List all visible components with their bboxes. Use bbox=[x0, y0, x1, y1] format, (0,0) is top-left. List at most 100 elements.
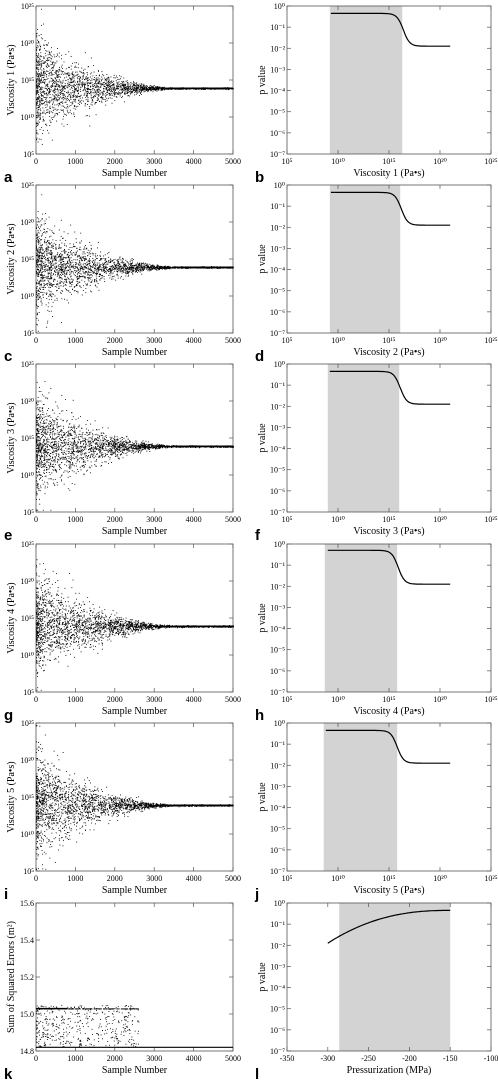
sample-point bbox=[84, 276, 85, 278]
sample-point bbox=[224, 87, 226, 88]
sample-point bbox=[102, 74, 104, 76]
sample-point bbox=[64, 281, 66, 283]
sample-point bbox=[81, 67, 83, 69]
sample-point bbox=[66, 104, 68, 105]
sample-point bbox=[64, 85, 66, 87]
sample-point bbox=[45, 276, 47, 278]
sample-point bbox=[96, 268, 98, 270]
sample-point bbox=[89, 253, 91, 255]
sample-point bbox=[36, 125, 38, 127]
sample-point bbox=[204, 267, 206, 269]
sample-point bbox=[119, 89, 121, 91]
sample-point bbox=[94, 77, 96, 78]
sample-point bbox=[36, 68, 38, 70]
sample-point bbox=[36, 296, 38, 298]
sample-point bbox=[84, 245, 86, 247]
sample-point bbox=[91, 274, 92, 276]
sample-point bbox=[98, 265, 100, 267]
sample-point bbox=[38, 53, 40, 55]
sample-point bbox=[52, 293, 54, 295]
sample-point bbox=[52, 117, 54, 119]
sample-point bbox=[84, 258, 86, 260]
sample-point bbox=[62, 95, 64, 97]
sample-point bbox=[139, 85, 141, 87]
sample-point bbox=[157, 267, 159, 269]
sample-point bbox=[46, 246, 48, 248]
sample-point bbox=[53, 279, 55, 281]
sample-point bbox=[105, 95, 107, 97]
sample-point bbox=[92, 92, 94, 93]
sample-point bbox=[50, 89, 52, 91]
sample-point bbox=[169, 88, 171, 90]
sample-point bbox=[61, 265, 63, 267]
sample-point bbox=[52, 69, 54, 71]
sample-point bbox=[36, 290, 37, 292]
sample-point bbox=[43, 232, 45, 233]
sample-point bbox=[61, 242, 63, 244]
sample-point bbox=[52, 231, 54, 233]
sample-point bbox=[68, 249, 70, 250]
sample-point bbox=[229, 267, 231, 269]
sample-point bbox=[115, 269, 117, 270]
sample-point bbox=[65, 251, 67, 253]
sample-point bbox=[56, 75, 58, 77]
sample-point bbox=[100, 259, 102, 261]
sample-point bbox=[67, 107, 69, 109]
sample-point bbox=[76, 74, 78, 76]
sample-point bbox=[121, 91, 123, 93]
sample-point bbox=[96, 269, 98, 271]
sample-point bbox=[64, 269, 66, 271]
sample-point bbox=[113, 87, 115, 89]
sample-point bbox=[172, 87, 174, 88]
sample-point bbox=[109, 273, 111, 274]
sample-point bbox=[40, 103, 42, 105]
sample-point bbox=[68, 278, 70, 280]
sample-point bbox=[45, 85, 47, 87]
sample-point bbox=[137, 85, 139, 87]
sample-point bbox=[147, 268, 149, 270]
sample-point bbox=[99, 266, 101, 268]
y-tick-label: 10⁰ bbox=[274, 2, 285, 11]
sample-point bbox=[37, 65, 39, 66]
sample-point bbox=[49, 89, 51, 91]
sample-point bbox=[53, 98, 55, 100]
sample-point bbox=[78, 63, 80, 65]
sample-point bbox=[99, 78, 101, 80]
panel-a: 0 1000 2000 3000 4000 500010⁵10¹⁰10¹⁵10²⁰10²⁵… bbox=[4, 2, 241, 186]
sample-point bbox=[160, 86, 162, 88]
sample-point bbox=[83, 69, 84, 71]
sample-point bbox=[92, 272, 94, 274]
sample-point bbox=[69, 274, 71, 276]
sample-point bbox=[36, 226, 38, 228]
sample-point bbox=[81, 276, 83, 277]
sample-point bbox=[50, 266, 52, 268]
sample-point bbox=[102, 78, 104, 80]
sample-point bbox=[84, 255, 86, 257]
sample-point bbox=[110, 259, 112, 261]
sample-point bbox=[83, 84, 85, 86]
sample-point bbox=[107, 89, 108, 91]
sample-point bbox=[113, 80, 115, 82]
y-tick-label: 10⁻⁶ bbox=[270, 129, 285, 138]
sample-point bbox=[40, 74, 42, 76]
sample-point bbox=[37, 113, 39, 114]
sample-point bbox=[96, 262, 98, 264]
sample-point bbox=[70, 251, 71, 253]
sample-point bbox=[48, 277, 50, 279]
sample-point bbox=[80, 71, 82, 73]
sample-point bbox=[112, 266, 114, 268]
sample-point bbox=[113, 85, 115, 87]
sample-point bbox=[61, 270, 63, 271]
sample-point bbox=[79, 79, 81, 81]
sample-point bbox=[230, 267, 231, 269]
sample-point bbox=[95, 271, 97, 273]
sample-point bbox=[40, 298, 42, 300]
sample-point bbox=[59, 104, 61, 106]
sample-point bbox=[107, 89, 109, 91]
sample-point bbox=[38, 290, 40, 292]
sample-point bbox=[47, 265, 49, 266]
sample-point bbox=[169, 267, 171, 268]
sample-point bbox=[117, 263, 119, 265]
sample-point bbox=[113, 94, 115, 96]
sample-point bbox=[70, 98, 72, 100]
